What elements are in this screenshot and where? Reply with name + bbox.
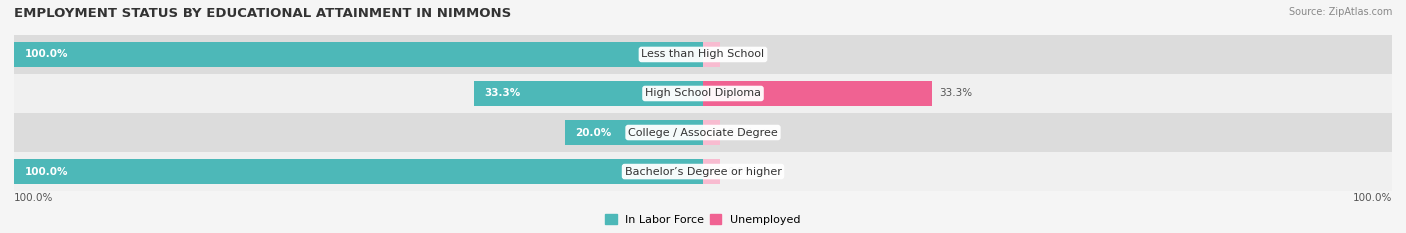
- Bar: [703, 81, 932, 106]
- Bar: [703, 42, 720, 67]
- Text: EMPLOYMENT STATUS BY EDUCATIONAL ATTAINMENT IN NIMMONS: EMPLOYMENT STATUS BY EDUCATIONAL ATTAINM…: [14, 7, 512, 20]
- Bar: [14, 159, 703, 184]
- Text: 100.0%: 100.0%: [24, 49, 67, 59]
- Bar: [14, 35, 1392, 74]
- Text: 33.3%: 33.3%: [939, 89, 973, 99]
- Text: Less than High School: Less than High School: [641, 49, 765, 59]
- Bar: [565, 120, 703, 145]
- Text: 0.0%: 0.0%: [727, 127, 754, 137]
- Bar: [14, 113, 1392, 152]
- Text: 33.3%: 33.3%: [484, 89, 520, 99]
- Text: Bachelor’s Degree or higher: Bachelor’s Degree or higher: [624, 167, 782, 177]
- Bar: [474, 81, 703, 106]
- Text: College / Associate Degree: College / Associate Degree: [628, 127, 778, 137]
- Bar: [703, 159, 720, 184]
- Text: High School Diploma: High School Diploma: [645, 89, 761, 99]
- Text: Source: ZipAtlas.com: Source: ZipAtlas.com: [1288, 7, 1392, 17]
- Text: 100.0%: 100.0%: [1353, 193, 1392, 203]
- Text: 100.0%: 100.0%: [24, 167, 67, 177]
- Bar: [703, 120, 720, 145]
- Text: 20.0%: 20.0%: [575, 127, 612, 137]
- Bar: [14, 42, 703, 67]
- Text: 0.0%: 0.0%: [727, 167, 754, 177]
- Legend: In Labor Force, Unemployed: In Labor Force, Unemployed: [600, 210, 806, 229]
- Text: 100.0%: 100.0%: [14, 193, 53, 203]
- Bar: [14, 74, 1392, 113]
- Bar: [14, 152, 1392, 191]
- Text: 0.0%: 0.0%: [727, 49, 754, 59]
